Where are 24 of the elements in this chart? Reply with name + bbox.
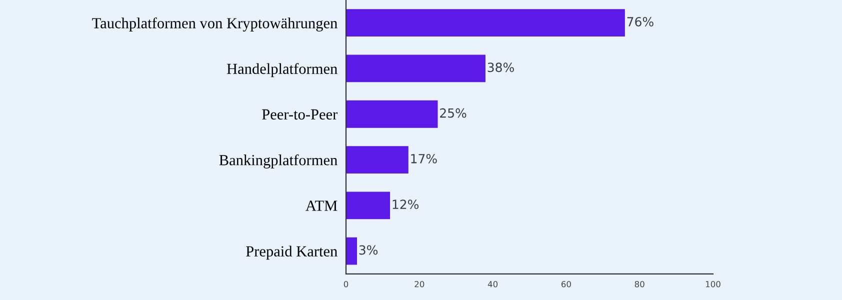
y-tick-label: Prepaid Karten — [246, 246, 338, 260]
bar — [346, 146, 408, 174]
bar — [346, 54, 486, 82]
y-tick-label: Tauchplatformen von Kryptowährungen — [92, 17, 338, 32]
bar — [346, 9, 625, 37]
x-tick-label: 60 — [561, 280, 571, 288]
data-label: 76% — [627, 16, 654, 26]
y-tick-label: ATM — [306, 200, 338, 211]
y-tick-label: Handelplatformen — [226, 63, 338, 78]
bar — [346, 237, 358, 265]
x-tick-label: 20 — [414, 280, 424, 288]
x-tick-label: 80 — [634, 280, 644, 288]
data-label: 12% — [392, 200, 419, 210]
x-tick-label: 0 — [344, 280, 348, 288]
y-tick-label: Bankingplatformen — [219, 154, 338, 168]
y-tick-label: Peer-to-Peer — [262, 109, 338, 120]
data-label: 17% — [411, 154, 437, 164]
x-tick-label: 100 — [706, 280, 720, 288]
data-label: 3% — [359, 245, 378, 255]
x-tick-label: 40 — [488, 280, 498, 288]
bar — [346, 192, 390, 220]
data-label: 38% — [488, 62, 514, 72]
data-label: 25% — [440, 108, 466, 118]
bar — [346, 100, 438, 128]
